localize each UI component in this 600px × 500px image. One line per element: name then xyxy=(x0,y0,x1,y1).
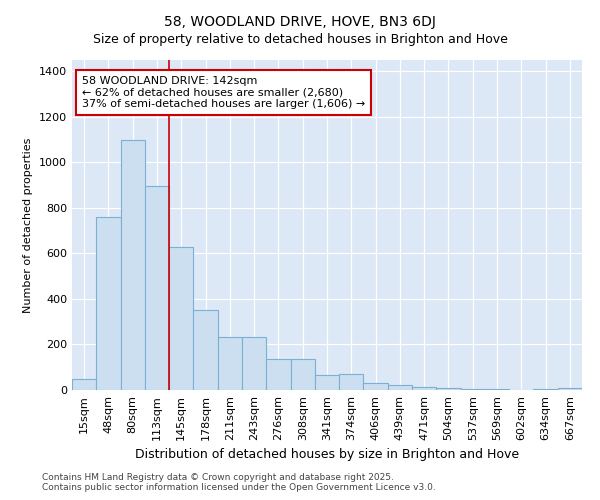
Bar xyxy=(121,140,145,390)
Bar xyxy=(533,389,558,390)
Text: 58 WOODLAND DRIVE: 142sqm
← 62% of detached houses are smaller (2,680)
37% of se: 58 WOODLAND DRIVE: 142sqm ← 62% of detac… xyxy=(82,76,365,109)
Bar xyxy=(290,360,315,390)
Bar xyxy=(315,375,339,390)
X-axis label: Distribution of detached houses by size in Brighton and Hove: Distribution of detached houses by size … xyxy=(135,448,519,461)
Text: Size of property relative to detached houses in Brighton and Hove: Size of property relative to detached ho… xyxy=(92,32,508,46)
Bar xyxy=(218,336,242,390)
Bar xyxy=(436,388,461,390)
Bar xyxy=(388,386,412,390)
Bar xyxy=(242,336,266,390)
Bar xyxy=(364,383,388,390)
Bar xyxy=(145,186,169,390)
Bar xyxy=(461,389,485,390)
Bar xyxy=(266,360,290,390)
Bar xyxy=(412,386,436,390)
Y-axis label: Number of detached properties: Number of detached properties xyxy=(23,138,34,312)
Bar xyxy=(72,378,96,390)
Bar xyxy=(339,374,364,390)
Bar xyxy=(193,310,218,390)
Bar xyxy=(558,388,582,390)
Bar xyxy=(485,389,509,390)
Text: 58, WOODLAND DRIVE, HOVE, BN3 6DJ: 58, WOODLAND DRIVE, HOVE, BN3 6DJ xyxy=(164,15,436,29)
Bar xyxy=(169,246,193,390)
Bar xyxy=(96,217,121,390)
Text: Contains HM Land Registry data © Crown copyright and database right 2025.
Contai: Contains HM Land Registry data © Crown c… xyxy=(42,473,436,492)
